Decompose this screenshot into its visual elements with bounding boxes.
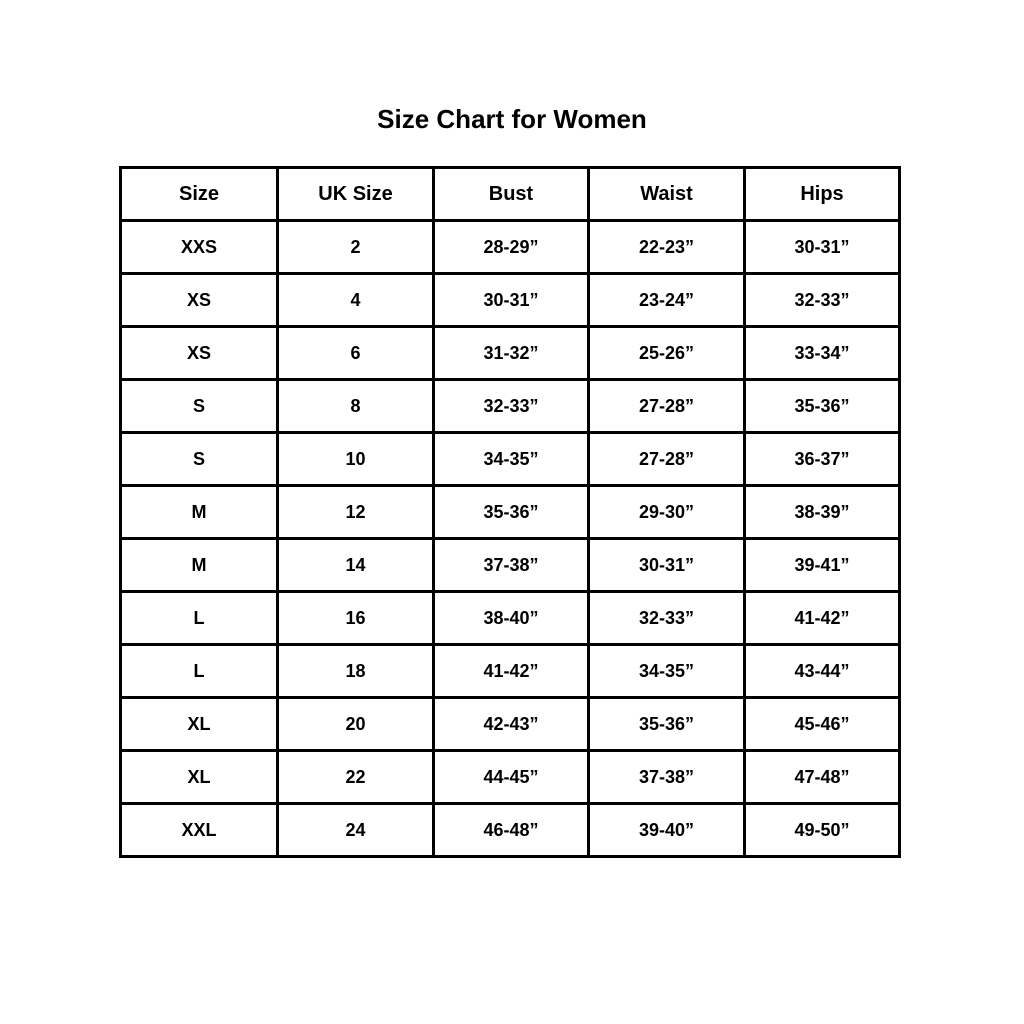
cell-size: M xyxy=(119,537,279,593)
cell-hips: 32-33” xyxy=(743,272,901,328)
cell-size: L xyxy=(119,643,279,699)
cell-bust: 42-43” xyxy=(432,696,590,752)
cell-bust: 35-36” xyxy=(432,484,590,540)
cell-uk-size: 8 xyxy=(276,378,435,434)
cell-hips: 49-50” xyxy=(743,802,901,858)
cell-waist: 23-24” xyxy=(587,272,746,328)
cell-bust: 37-38” xyxy=(432,537,590,593)
cell-waist: 39-40” xyxy=(587,802,746,858)
cell-hips: 47-48” xyxy=(743,749,901,805)
cell-hips: 36-37” xyxy=(743,431,901,487)
cell-bust: 38-40” xyxy=(432,590,590,646)
cell-uk-size: 10 xyxy=(276,431,435,487)
table-row: M 12 35-36” 29-30” 38-39” xyxy=(119,484,901,540)
size-table-container: Size UK Size Bust Waist Hips XXS 2 28-29… xyxy=(119,166,901,858)
table-header-row: Size UK Size Bust Waist Hips xyxy=(119,166,901,222)
cell-size: M xyxy=(119,484,279,540)
cell-size: XXS xyxy=(119,219,279,275)
cell-waist: 32-33” xyxy=(587,590,746,646)
cell-uk-size: 20 xyxy=(276,696,435,752)
cell-uk-size: 14 xyxy=(276,537,435,593)
column-header-waist: Waist xyxy=(587,166,746,222)
table-row: S 8 32-33” 27-28” 35-36” xyxy=(119,378,901,434)
cell-size: XL xyxy=(119,696,279,752)
cell-hips: 33-34” xyxy=(743,325,901,381)
cell-bust: 32-33” xyxy=(432,378,590,434)
table-row: M 14 37-38” 30-31” 39-41” xyxy=(119,537,901,593)
cell-uk-size: 6 xyxy=(276,325,435,381)
cell-waist: 27-28” xyxy=(587,431,746,487)
cell-bust: 41-42” xyxy=(432,643,590,699)
column-header-uk-size: UK Size xyxy=(276,166,435,222)
table-row: XXL 24 46-48” 39-40” 49-50” xyxy=(119,802,901,858)
cell-bust: 31-32” xyxy=(432,325,590,381)
table-header: Size UK Size Bust Waist Hips xyxy=(119,166,901,222)
cell-waist: 22-23” xyxy=(587,219,746,275)
cell-size: XS xyxy=(119,325,279,381)
cell-bust: 34-35” xyxy=(432,431,590,487)
size-table: Size UK Size Bust Waist Hips XXS 2 28-29… xyxy=(119,166,901,858)
cell-hips: 43-44” xyxy=(743,643,901,699)
table-row: XS 6 31-32” 25-26” 33-34” xyxy=(119,325,901,381)
cell-hips: 30-31” xyxy=(743,219,901,275)
cell-bust: 28-29” xyxy=(432,219,590,275)
cell-bust: 44-45” xyxy=(432,749,590,805)
table-row: XXS 2 28-29” 22-23” 30-31” xyxy=(119,219,901,275)
cell-bust: 30-31” xyxy=(432,272,590,328)
cell-uk-size: 2 xyxy=(276,219,435,275)
cell-hips: 35-36” xyxy=(743,378,901,434)
cell-hips: 41-42” xyxy=(743,590,901,646)
table-row: XL 20 42-43” 35-36” 45-46” xyxy=(119,696,901,752)
cell-bust: 46-48” xyxy=(432,802,590,858)
cell-waist: 25-26” xyxy=(587,325,746,381)
cell-hips: 39-41” xyxy=(743,537,901,593)
cell-waist: 34-35” xyxy=(587,643,746,699)
cell-waist: 29-30” xyxy=(587,484,746,540)
cell-uk-size: 22 xyxy=(276,749,435,805)
table-body: XXS 2 28-29” 22-23” 30-31” XS 4 30-31” 2… xyxy=(119,219,901,858)
cell-uk-size: 12 xyxy=(276,484,435,540)
cell-uk-size: 24 xyxy=(276,802,435,858)
cell-uk-size: 18 xyxy=(276,643,435,699)
cell-uk-size: 16 xyxy=(276,590,435,646)
cell-waist: 35-36” xyxy=(587,696,746,752)
cell-size: S xyxy=(119,378,279,434)
table-row: XS 4 30-31” 23-24” 32-33” xyxy=(119,272,901,328)
table-row: L 18 41-42” 34-35” 43-44” xyxy=(119,643,901,699)
table-row: L 16 38-40” 32-33” 41-42” xyxy=(119,590,901,646)
cell-size: S xyxy=(119,431,279,487)
cell-size: XL xyxy=(119,749,279,805)
cell-waist: 30-31” xyxy=(587,537,746,593)
cell-hips: 38-39” xyxy=(743,484,901,540)
page-title: Size Chart for Women xyxy=(377,104,647,134)
column-header-bust: Bust xyxy=(432,166,590,222)
table-row: XL 22 44-45” 37-38” 47-48” xyxy=(119,749,901,805)
column-header-size: Size xyxy=(119,166,279,222)
cell-hips: 45-46” xyxy=(743,696,901,752)
table-row: S 10 34-35” 27-28” 36-37” xyxy=(119,431,901,487)
cell-waist: 27-28” xyxy=(587,378,746,434)
cell-uk-size: 4 xyxy=(276,272,435,328)
cell-size: L xyxy=(119,590,279,646)
cell-size: XXL xyxy=(119,802,279,858)
column-header-hips: Hips xyxy=(743,166,901,222)
cell-size: XS xyxy=(119,272,279,328)
cell-waist: 37-38” xyxy=(587,749,746,805)
